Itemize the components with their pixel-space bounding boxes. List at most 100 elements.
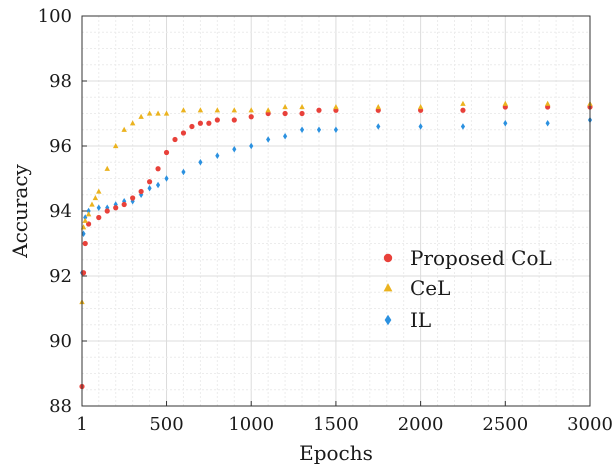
- legend-item-cel: CeL: [383, 276, 450, 300]
- legend-marker: [383, 253, 393, 263]
- data-point: [89, 201, 95, 207]
- data-point: [139, 191, 144, 198]
- data-point: [418, 123, 423, 130]
- data-point: [130, 198, 135, 205]
- data-point: [545, 120, 550, 127]
- x-tick-label: 2000: [398, 414, 444, 435]
- data-point: [231, 107, 238, 113]
- data-point: [248, 114, 254, 120]
- data-point: [96, 204, 101, 211]
- data-point: [130, 195, 136, 201]
- legend-item-il: IL: [384, 308, 431, 332]
- data-point: [121, 126, 127, 132]
- series-layer: [79, 100, 593, 390]
- data-point: [502, 100, 509, 106]
- x-axis-title: Epochs: [299, 441, 373, 464]
- y-tick-label: 100: [38, 6, 72, 27]
- x-tick-label: 1000: [228, 414, 274, 435]
- data-point: [282, 104, 288, 110]
- data-point: [155, 110, 161, 116]
- x-tick-label: 3000: [567, 414, 613, 435]
- legend-marker: [384, 314, 392, 326]
- y-tick-label: 88: [49, 396, 72, 417]
- data-point: [85, 211, 92, 217]
- data-point: [214, 117, 220, 123]
- y-tick-label: 92: [49, 266, 72, 287]
- data-point: [333, 104, 339, 110]
- data-point: [376, 123, 381, 130]
- data-point: [197, 107, 204, 113]
- data-point: [316, 126, 322, 133]
- data-point: [113, 205, 119, 211]
- x-tick-label: 1500: [313, 414, 359, 435]
- data-point: [232, 146, 237, 153]
- legend-label: IL: [410, 308, 431, 332]
- y-tick-label: 96: [49, 136, 72, 157]
- data-point: [282, 110, 288, 117]
- data-point: [198, 159, 203, 166]
- data-point: [189, 123, 195, 130]
- data-point: [417, 104, 424, 110]
- data-point: [104, 208, 110, 214]
- data-point: [265, 107, 271, 113]
- data-point: [460, 123, 466, 130]
- data-point: [299, 110, 305, 117]
- grid-layer: [82, 15, 591, 407]
- data-point: [249, 142, 254, 150]
- legend-item-proposed-col: Proposed CoL: [383, 246, 552, 270]
- y-tick-label: 98: [49, 71, 72, 92]
- data-point: [503, 120, 508, 127]
- data-point: [163, 110, 170, 116]
- x-tick-label: 2500: [482, 414, 528, 435]
- data-point: [164, 175, 169, 182]
- data-point: [96, 214, 102, 221]
- legend-label: Proposed CoL: [410, 246, 552, 270]
- data-point: [215, 152, 220, 159]
- data-point: [544, 100, 551, 106]
- data-point: [214, 107, 221, 113]
- data-point: [104, 165, 110, 171]
- data-point: [266, 136, 271, 143]
- data-point: [248, 107, 254, 113]
- legend-marker: [383, 283, 393, 292]
- data-point: [375, 104, 381, 110]
- data-point: [180, 107, 187, 113]
- data-point: [146, 179, 153, 185]
- data-point: [86, 207, 91, 215]
- data-point: [121, 201, 127, 208]
- data-point: [180, 130, 187, 136]
- data-point: [146, 110, 153, 116]
- legend: Proposed CoL CeL IL: [383, 246, 552, 332]
- data-point: [299, 126, 305, 133]
- data-point: [155, 166, 161, 172]
- data-point: [231, 117, 237, 123]
- data-point: [197, 120, 204, 126]
- data-point: [172, 136, 178, 143]
- data-point: [92, 195, 99, 201]
- data-point: [283, 133, 288, 140]
- data-point: [147, 185, 152, 192]
- data-point: [181, 168, 186, 176]
- data-point: [138, 188, 144, 195]
- data-point: [163, 149, 170, 156]
- data-point: [333, 126, 338, 133]
- data-point: [112, 143, 119, 149]
- legend-label: CeL: [410, 276, 450, 300]
- data-point: [460, 100, 466, 106]
- y-tick-label: 90: [49, 331, 72, 352]
- data-point: [129, 120, 136, 126]
- data-point: [96, 188, 102, 194]
- x-tick-label: 1: [76, 414, 87, 435]
- x-tick-label: 500: [149, 414, 183, 435]
- data-point: [460, 107, 466, 113]
- data-point: [82, 240, 88, 247]
- data-point: [316, 107, 322, 113]
- data-point: [138, 113, 144, 119]
- y-axis-title: Accuracy: [8, 163, 32, 258]
- data-point: [155, 181, 161, 189]
- data-point: [206, 120, 212, 126]
- data-point: [82, 217, 88, 223]
- data-point: [299, 104, 305, 110]
